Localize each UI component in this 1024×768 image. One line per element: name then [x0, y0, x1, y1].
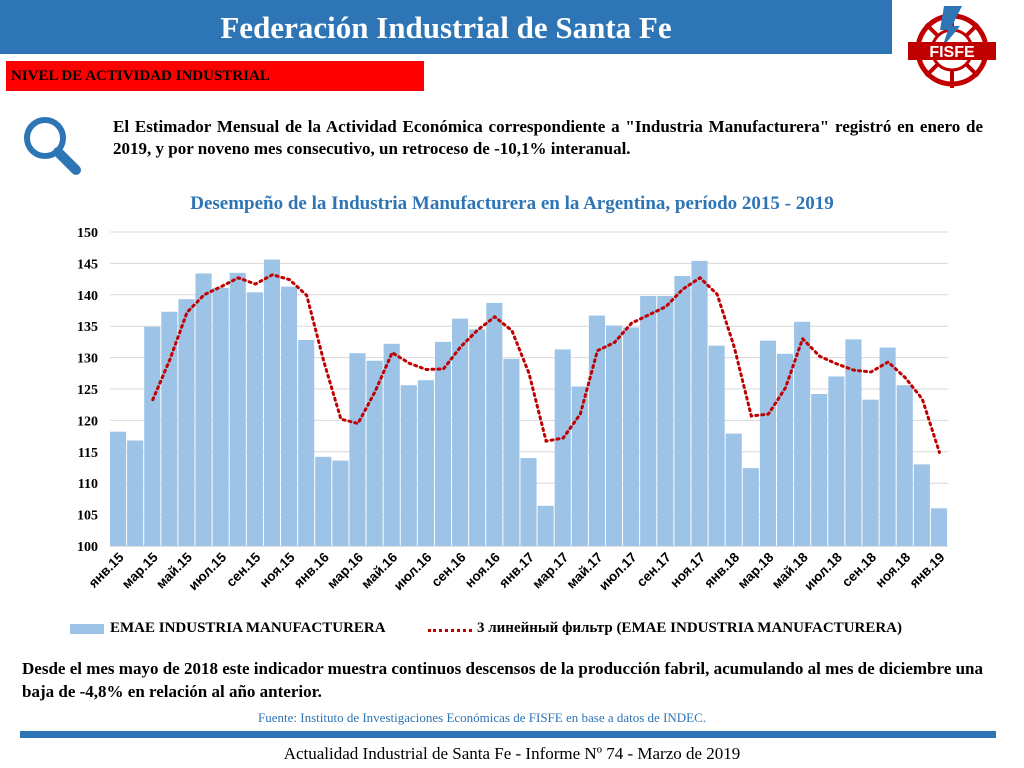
bar [229, 272, 246, 546]
x-tick-label: янв.16 [291, 549, 332, 590]
bar [913, 464, 930, 546]
x-tick-label: ноя.15 [257, 549, 298, 590]
bar [776, 353, 794, 546]
bar [400, 385, 417, 546]
bar [845, 339, 862, 546]
bar [195, 273, 212, 546]
bar [708, 345, 725, 546]
bar [657, 296, 674, 546]
bar [879, 347, 896, 546]
bar [127, 440, 144, 546]
y-tick-label: 150 [77, 226, 98, 241]
bar [725, 433, 742, 546]
legend-bar-label: EMAE INDUSTRIA MANUFACTURERA [110, 620, 386, 636]
y-tick-label: 110 [78, 477, 98, 492]
bar [554, 349, 571, 546]
footer-divider [20, 731, 996, 738]
x-tick-label: мар.16 [324, 549, 366, 591]
bar [828, 376, 845, 546]
bar [144, 326, 161, 546]
section-label: NIVEL DE ACTIVIDAD INDUSTRIAL [6, 61, 424, 91]
chart-title: Desempeño de la Industria Manufacturera … [190, 193, 834, 214]
y-tick-label: 115 [78, 446, 98, 461]
x-tick-label: июл.17 [596, 550, 640, 594]
legend-line-label: 3 линейный фильтр (EMAE INDUSTRIA MANUFA… [477, 620, 902, 636]
bar [212, 287, 229, 546]
chart-legend: EMAE INDUSTRIA MANUFACTURERA 3 линейный … [70, 620, 1010, 640]
x-tick-label: июл.16 [391, 549, 435, 593]
y-tick-label: 100 [77, 540, 98, 555]
y-tick-label: 125 [77, 383, 98, 398]
bar [434, 341, 452, 546]
section-label-text: NIVEL DE ACTIVIDAD INDUSTRIAL [11, 68, 270, 84]
y-tick-label: 140 [77, 289, 98, 304]
x-tick-label: янв.18 [701, 549, 742, 590]
x-tick-label: янв.19 [906, 550, 947, 591]
bar [862, 399, 879, 546]
legend-line-swatch [428, 629, 472, 632]
bar [674, 275, 691, 546]
legend-bar-swatch [70, 624, 104, 634]
x-tick-label: мар.17 [529, 550, 571, 592]
summary-paragraph: Desde el mes mayo de 2018 este indicador… [22, 659, 983, 701]
x-tick-label: сен.16 [428, 549, 469, 590]
y-tick-label: 145 [77, 257, 98, 272]
bar [623, 327, 640, 546]
x-tick-label: июл.18 [801, 549, 845, 593]
bar [930, 508, 947, 546]
y-tick-label: 120 [77, 414, 98, 429]
bar [332, 460, 349, 546]
x-tick-label: июл.15 [186, 549, 230, 593]
bar [605, 325, 623, 546]
bar [811, 394, 828, 546]
x-tick-label: мар.18 [735, 549, 777, 591]
x-tick-label: ноя.18 [872, 549, 913, 590]
bar [366, 360, 383, 546]
bar [263, 259, 281, 546]
bar [110, 431, 127, 546]
y-tick-label: 130 [77, 352, 98, 367]
bar [178, 299, 195, 546]
bar [520, 458, 537, 546]
bar [315, 456, 332, 546]
bar [640, 296, 657, 546]
bar [503, 358, 520, 546]
bar [794, 321, 811, 546]
source-text: Fuente: Instituto de Investigaciones Eco… [258, 710, 707, 725]
trend-line [151, 273, 941, 454]
bar [349, 353, 366, 546]
bar [896, 385, 913, 546]
x-tick-label: сен.15 [223, 549, 264, 590]
bar [469, 329, 486, 546]
bar [417, 380, 434, 546]
x-tick-label: ноя.16 [462, 549, 503, 590]
x-tick-label: мар.15 [119, 549, 161, 591]
bar-line-chart: 100105110115120125130135140145150янв.15м… [77, 226, 948, 594]
bar [691, 260, 708, 546]
x-tick-label: янв.15 [86, 549, 127, 590]
fisfe-logo: FISFE [908, 6, 996, 88]
bar [246, 292, 263, 546]
intro-paragraph: El Estimador Mensual de la Actividad Eco… [113, 117, 983, 158]
footer-text: Actualidad Industrial de Santa Fe - Info… [283, 744, 741, 763]
header-bar [0, 0, 892, 54]
bar [383, 343, 400, 546]
bar [537, 505, 554, 546]
y-tick-label: 105 [77, 509, 98, 524]
bar [486, 302, 503, 546]
magnifier-icon [24, 117, 81, 175]
logo-text: FISFE [929, 44, 975, 61]
bar [452, 318, 469, 546]
x-tick-label: сен.18 [839, 549, 880, 590]
x-tick-label: ноя.17 [667, 550, 708, 591]
bar [742, 468, 759, 546]
bar [281, 286, 298, 546]
x-tick-label: сен.17 [634, 550, 674, 590]
x-tick-label: янв.17 [496, 550, 537, 591]
bar [759, 340, 776, 546]
bar [298, 340, 315, 546]
page-title: Federación Industrial de Santa Fe [220, 10, 672, 45]
bar [571, 386, 588, 546]
y-tick-label: 135 [77, 320, 98, 335]
